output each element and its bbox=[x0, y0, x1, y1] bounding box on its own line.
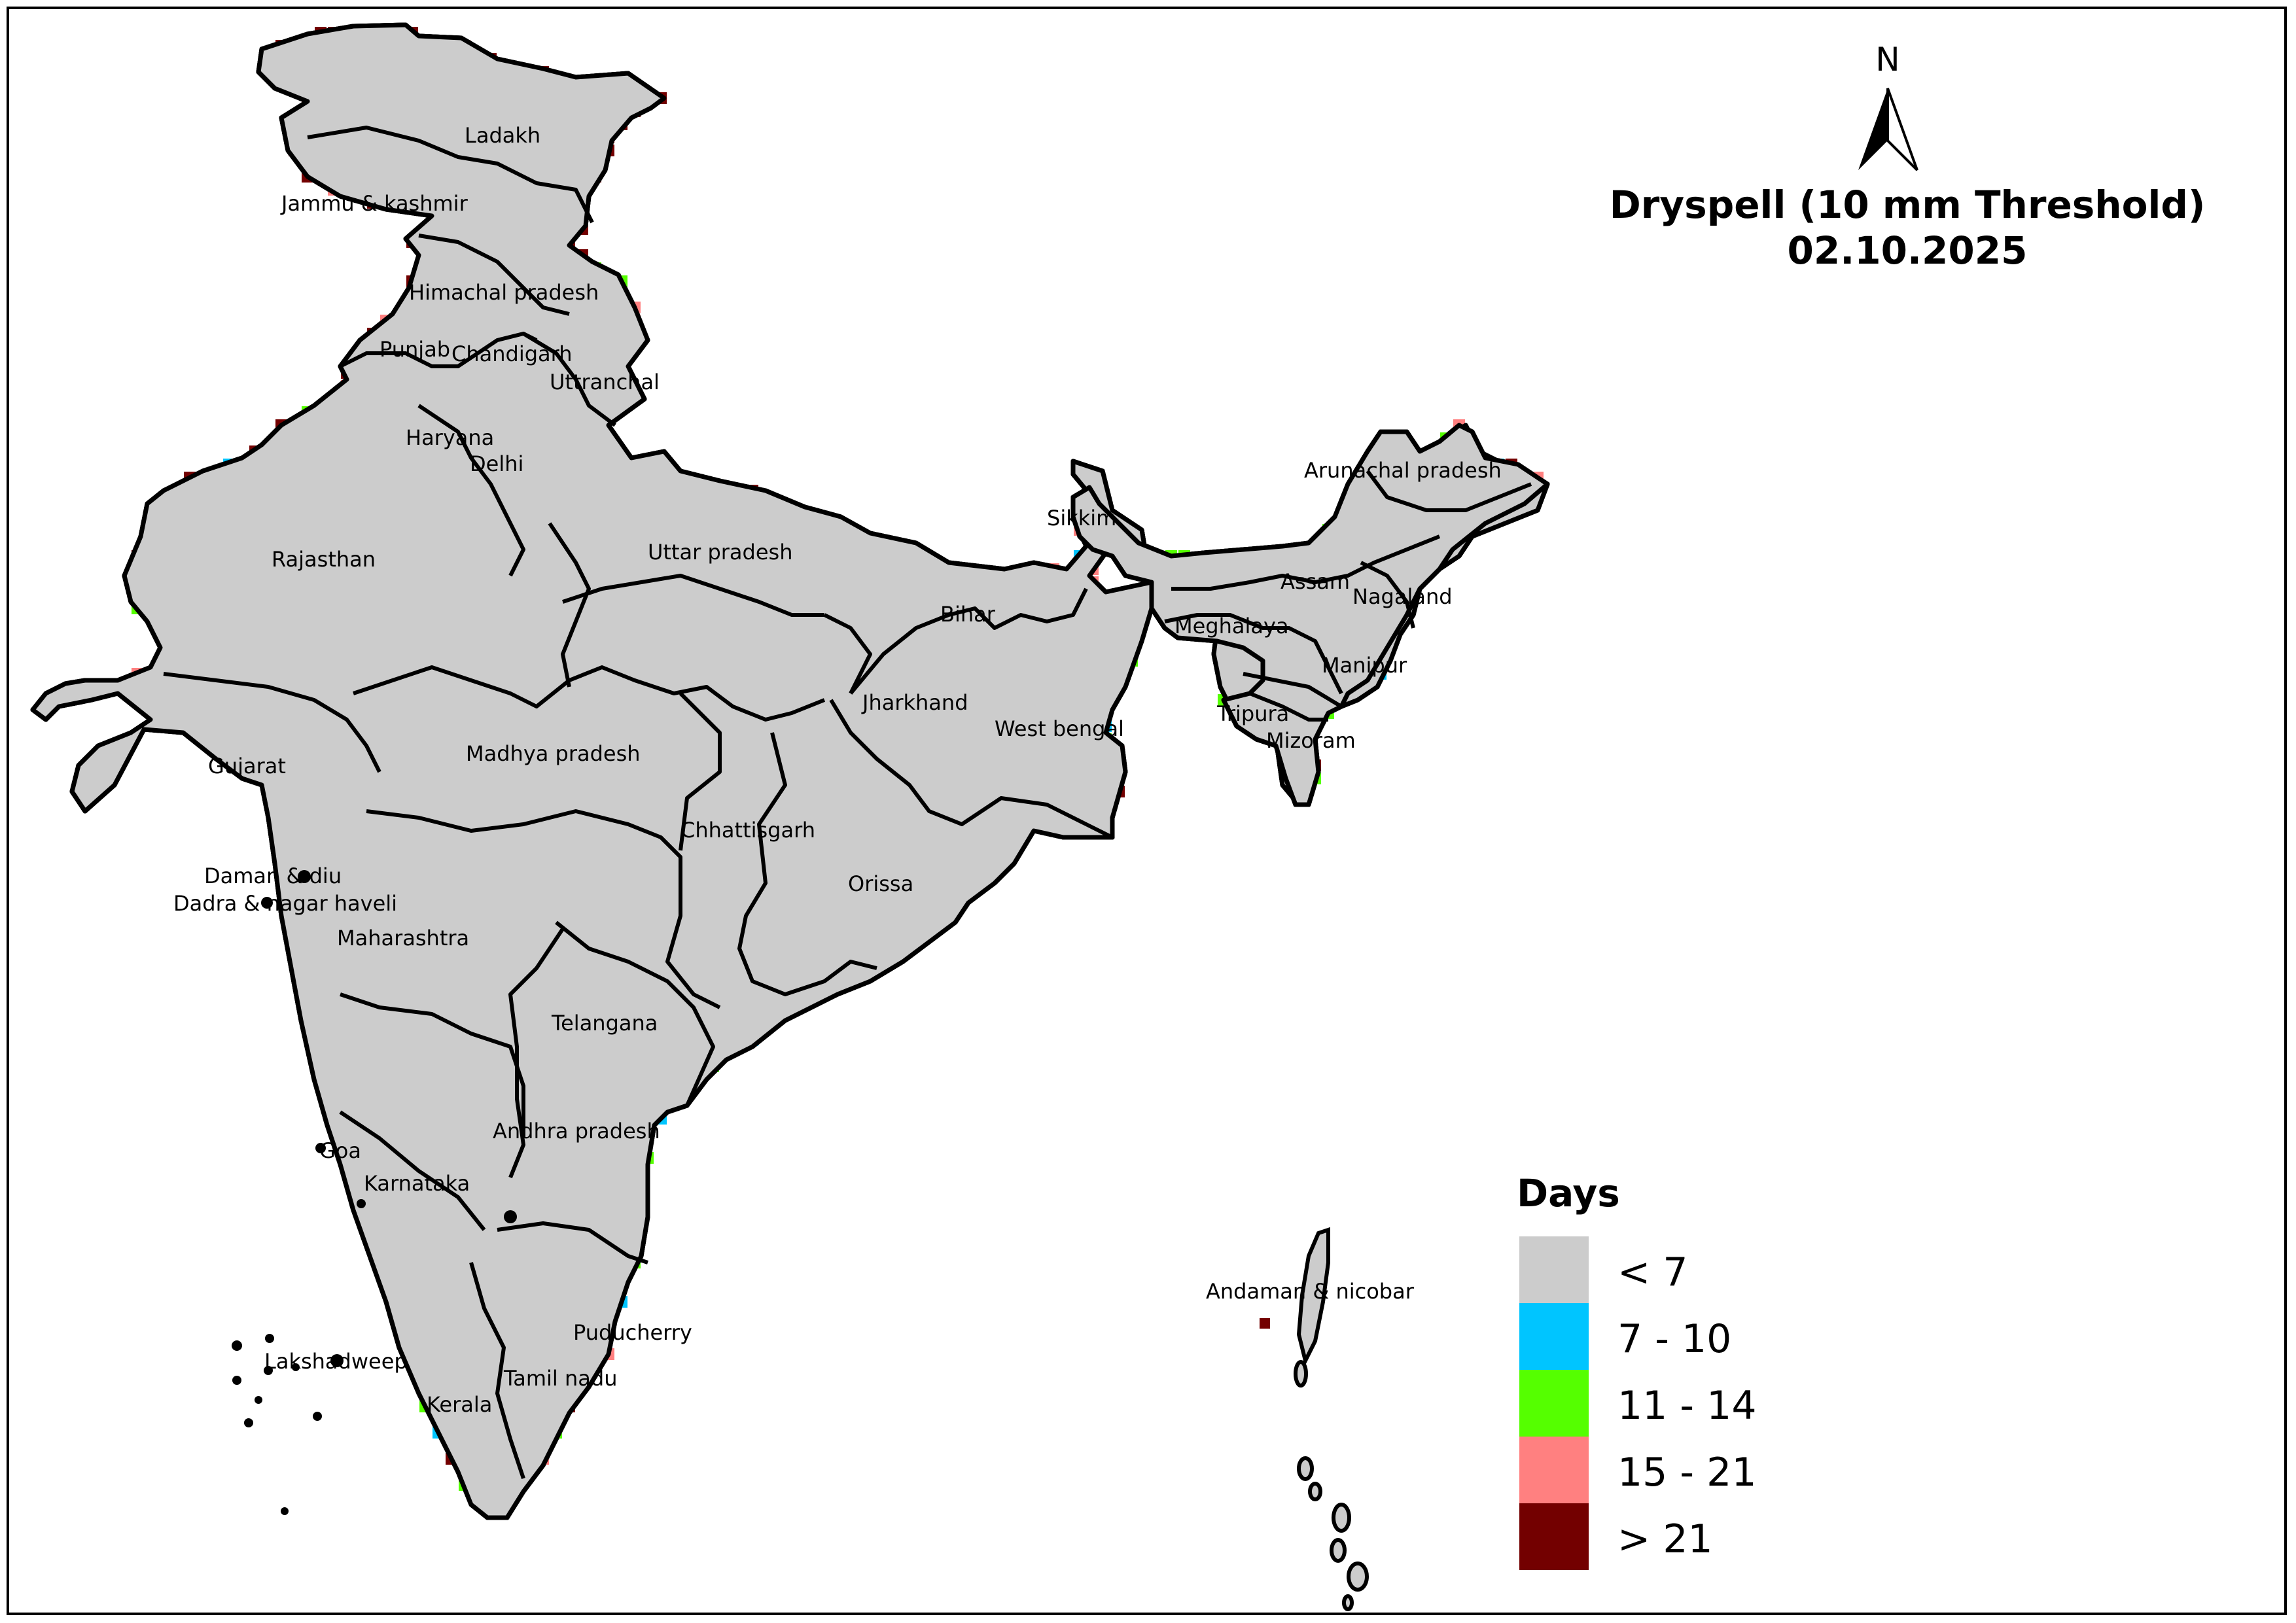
legend-item: 11 - 14 bbox=[1519, 1370, 1886, 1437]
state-label-ladakh: Ladakh bbox=[465, 123, 541, 148]
state-label-chhattisgarh: Chhattisgarh bbox=[680, 818, 815, 843]
map-title: Dryspell (10 mm Threshold) bbox=[1609, 183, 2206, 227]
enclave-markers bbox=[261, 870, 517, 1223]
legend-label: 11 - 14 bbox=[1617, 1383, 1757, 1429]
state-label-meghalaya: Meghalaya bbox=[1174, 614, 1289, 638]
legend-item: > 21 bbox=[1519, 1503, 1886, 1570]
state-label-manipur: Manipur bbox=[1322, 653, 1407, 678]
state-label-tamil-nadu: Tamil nadu bbox=[504, 1366, 618, 1391]
state-label-madhya-pradesh: Madhya pradesh bbox=[466, 741, 641, 766]
state-label-daman-diu: Daman & diu bbox=[204, 864, 342, 888]
state-label-gujarat: Gujarat bbox=[208, 754, 286, 778]
state-label-arunachal: Arunachal pradesh bbox=[1304, 458, 1502, 483]
legend-label: > 21 bbox=[1617, 1516, 1713, 1562]
lakshadweep-islands bbox=[232, 1334, 344, 1515]
legend-item: 15 - 21 bbox=[1519, 1437, 1886, 1503]
state-label-maharashtra: Maharashtra bbox=[337, 926, 470, 951]
legend-item: 7 - 10 bbox=[1519, 1303, 1886, 1370]
state-label-goa: Goa bbox=[319, 1138, 361, 1163]
legend-swatch bbox=[1519, 1303, 1589, 1370]
state-label-haryana: Haryana bbox=[406, 425, 495, 450]
state-label-andaman-nicobar: Andaman & nicobar bbox=[1206, 1279, 1414, 1304]
north-label: N bbox=[1875, 41, 1900, 79]
state-label-assam: Assam bbox=[1280, 569, 1351, 594]
state-label-lakshadweep: Lakshadweep bbox=[264, 1349, 408, 1374]
state-label-puducherry: Puducherry bbox=[573, 1320, 692, 1345]
state-label-kerala: Kerala bbox=[427, 1392, 493, 1417]
state-label-chandigarh: Chandigarh bbox=[451, 341, 573, 366]
andaman-nicobar-islands bbox=[1294, 1227, 1369, 1611]
map-date: 02.10.2025 bbox=[1787, 228, 2028, 273]
state-label-nagaland: Nagaland bbox=[1352, 584, 1453, 609]
state-label-tripura: Tripura bbox=[1217, 701, 1290, 726]
state-label-sikkim: Sikkim bbox=[1047, 506, 1117, 531]
state-label-punjab: Punjab bbox=[380, 337, 451, 362]
state-label-mizoram: Mizoram bbox=[1266, 728, 1356, 753]
legend-swatch bbox=[1519, 1503, 1589, 1570]
legend-label: 15 - 21 bbox=[1617, 1450, 1757, 1495]
state-label-jammu-kashmir: Jammu & kashmir bbox=[281, 191, 468, 216]
state-label-rajasthan: Rajasthan bbox=[272, 547, 376, 572]
state-label-karnataka: Karnataka bbox=[364, 1171, 470, 1196]
legend-swatch bbox=[1519, 1236, 1589, 1303]
state-label-jharkhand: Jharkhand bbox=[862, 690, 968, 715]
legend-swatch bbox=[1519, 1437, 1589, 1503]
north-arrow-icon bbox=[1858, 88, 1918, 171]
map-frame bbox=[7, 7, 2287, 1615]
legend-swatch bbox=[1519, 1370, 1589, 1437]
state-label-himachal: Himachal pradesh bbox=[409, 280, 599, 305]
andaman-cell bbox=[1260, 1318, 1270, 1329]
state-label-telangana: Telangana bbox=[552, 1011, 658, 1036]
legend-item: < 7 bbox=[1519, 1236, 1886, 1303]
state-label-west-bengal: West bengal bbox=[995, 716, 1124, 741]
state-label-uttar-pradesh: Uttar pradesh bbox=[648, 540, 793, 565]
state-label-bihar: Bihar bbox=[940, 602, 995, 627]
state-label-andhra-pradesh: Andhra pradesh bbox=[493, 1119, 660, 1143]
legend-title: Days bbox=[1517, 1171, 1620, 1215]
state-label-dadra-nagar-haveli: Dadra & nagar haveli bbox=[173, 891, 398, 916]
state-label-uttranchal: Uttranchal bbox=[550, 370, 660, 394]
state-label-delhi: Delhi bbox=[470, 451, 524, 476]
legend-label: 7 - 10 bbox=[1617, 1316, 1732, 1362]
legend-label: < 7 bbox=[1617, 1249, 1688, 1295]
state-boundaries bbox=[163, 126, 1532, 1479]
state-label-orissa: Orissa bbox=[848, 871, 914, 896]
